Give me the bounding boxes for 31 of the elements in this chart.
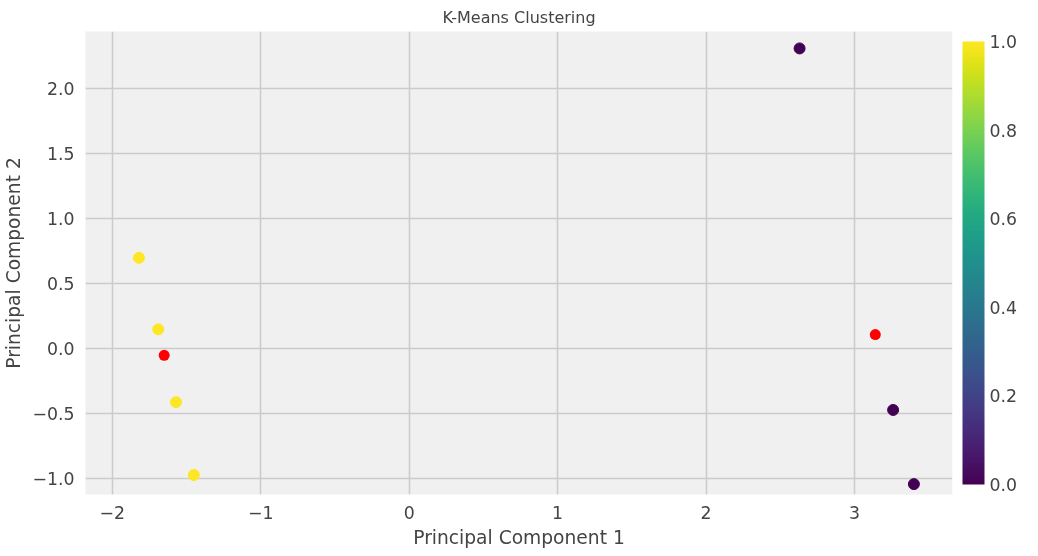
point	[152, 323, 165, 336]
x-tick-label: 3	[849, 502, 861, 523]
point	[907, 478, 920, 491]
color-bar-label: 0.8	[989, 120, 1018, 141]
point	[887, 403, 900, 416]
x-tick-label: 1	[552, 502, 564, 523]
x-tick-label: 2	[700, 502, 712, 523]
point	[132, 251, 145, 264]
color-bar-label: 0.4	[989, 297, 1018, 318]
x-axis-title: Principal Component 1	[413, 526, 625, 548]
point	[793, 42, 806, 55]
chart-title: K-Means Clustering	[442, 7, 596, 27]
x-tick-label: −2	[99, 502, 125, 523]
x-tick-label: −1	[247, 502, 274, 523]
y-tick-label: 0.5	[46, 274, 75, 295]
y-tick-label: 1.5	[46, 144, 75, 165]
point	[170, 396, 183, 409]
point	[869, 329, 881, 341]
x-tick-label: 0	[403, 502, 415, 523]
point	[187, 469, 200, 481]
y-axis-title: Principal Component 2	[3, 157, 25, 369]
y-tick-label: −0.5	[32, 404, 75, 425]
y-tick-label: 0.0	[46, 339, 75, 360]
y-tick-label: 2.0	[46, 79, 75, 100]
y-tick-label: −1.0	[32, 469, 75, 490]
color-bar-label: 1.0	[989, 32, 1018, 52]
y-tick-label: 1.0	[46, 209, 75, 230]
point	[158, 349, 170, 361]
color-bar-label: 0.0	[989, 475, 1018, 495]
color-bar-label: 0.6	[989, 209, 1018, 230]
color-bar-label: 0.2	[989, 386, 1018, 407]
